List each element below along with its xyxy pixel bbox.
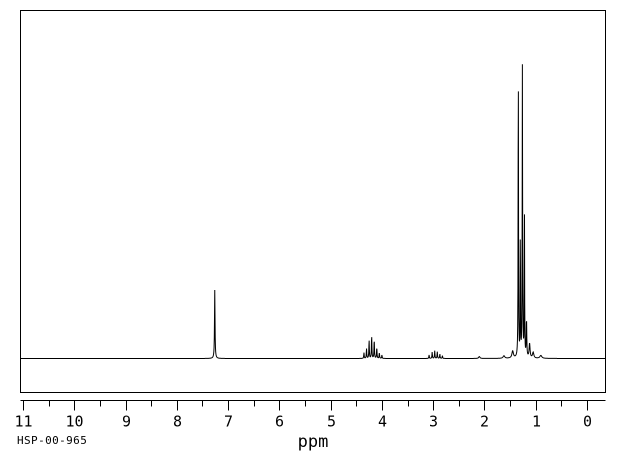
axis-tick-label-10: 10 — [65, 413, 83, 431]
axis-tick-label-0: 0 — [583, 413, 592, 431]
axis-tick-label-8: 8 — [173, 413, 182, 431]
axis-tick-labels: 11 10 9 8 7 6 5 4 3 2 1 0 — [14, 413, 592, 431]
spectrum-trace — [20, 64, 606, 359]
axis-tick-label-2: 2 — [480, 413, 489, 431]
axis-minor-ticks — [49, 400, 562, 407]
sample-code-label: HSP-00-965 — [17, 434, 87, 447]
axis-major-ticks — [23, 400, 588, 411]
axis-tick-label-3: 3 — [429, 413, 438, 431]
axis-tick-label-6: 6 — [275, 413, 284, 431]
axis-tick-label-11: 11 — [14, 413, 32, 431]
axis-tick-label-9: 9 — [122, 413, 131, 431]
axis-title-ppm: ppm — [298, 432, 329, 452]
plot-frame — [20, 10, 606, 393]
axis-tick-label-1: 1 — [532, 413, 541, 431]
ppm-axis: 11 10 9 8 7 6 5 4 3 2 1 0 — [14, 400, 606, 431]
axis-tick-label-5: 5 — [327, 413, 336, 431]
axis-tick-label-7: 7 — [224, 413, 233, 431]
axis-tick-label-4: 4 — [378, 413, 387, 431]
